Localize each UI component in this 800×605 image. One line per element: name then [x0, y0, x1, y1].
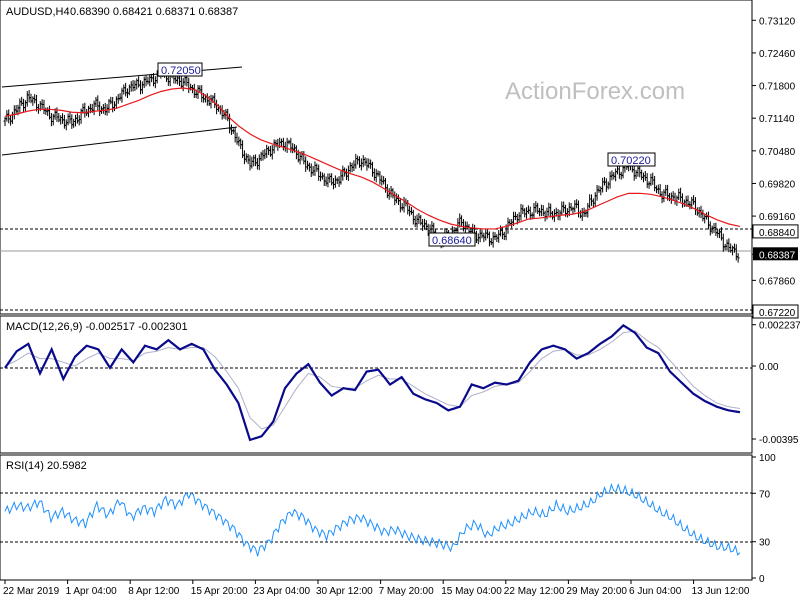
time-tick-label: 22 May 12:00 [504, 586, 565, 597]
price-tick-label: 0.69820 [759, 179, 796, 190]
macd-tick-label: 0.002237 [759, 321, 800, 332]
price-level-box [752, 224, 799, 239]
rsi-panel [0, 454, 753, 581]
high-2-box [607, 152, 656, 167]
price-bar [736, 253, 740, 263]
price-tick-label: 0.71800 [759, 82, 796, 93]
ohlc-label: 0.68390 0.68421 0.68371 0.68387 [70, 6, 238, 18]
rsi-line [4, 482, 741, 557]
low-1-box [428, 232, 476, 247]
time-tick-label: 23 Apr 04:00 [253, 586, 310, 597]
time-tick-label: 22 Mar 2019 [3, 586, 60, 597]
current-price-box [753, 247, 798, 261]
price-tick-label: 0.68387 [759, 250, 796, 261]
price-tick-label: 0.67220 [759, 308, 796, 319]
macd-panel [0, 315, 753, 454]
time-tick-label: 7 May 20:00 [379, 586, 434, 597]
rsi-tick-label: 70 [759, 489, 771, 500]
macd-main-line [4, 324, 741, 442]
high-1-label: 0.72050 [161, 65, 201, 77]
rsi-axis: 100 70 30 0 [752, 453, 776, 585]
macd-tick-label: 0.00 [759, 362, 779, 373]
price-level-box [752, 304, 799, 319]
price-axis: 0.73120 0.72460 0.71800 0.71140 0.70480 0.698… [752, 16, 799, 319]
high-2-label: 0.70220 [611, 155, 651, 167]
time-tick-label: 29 May 20:00 [566, 586, 627, 597]
low-1-label: 0.68640 [432, 235, 472, 247]
macd-axis: 0.002237 0.00 -0.00395 [752, 321, 800, 446]
channel-lower-line [1, 126, 238, 156]
time-axis: 22 Mar 2019 1 Apr 04:00 8 Apr 12:00 15 Apr … [3, 580, 750, 597]
time-tick-label: 1 Apr 04:00 [66, 586, 118, 597]
time-tick-label: 13 Jun 12:00 [692, 586, 750, 597]
time-tick-label: 30 Apr 12:00 [316, 586, 373, 597]
price-tick-label: 0.70480 [759, 147, 796, 158]
rsi-tick-label: 100 [759, 453, 776, 464]
price-tick-label: 0.68840 [759, 228, 796, 239]
time-tick-label: 8 Apr 12:00 [128, 586, 180, 597]
price-tick-label: 0.69160 [759, 212, 796, 223]
price-tick-label: 0.67860 [759, 276, 796, 287]
rsi-title: RSI(14) 20.5982 [6, 460, 87, 472]
watermark: ActionForex.com [505, 78, 685, 105]
macd-signal-line [4, 330, 741, 430]
price-tick-label: 0.71140 [759, 114, 795, 125]
price-tick-label: 0.72460 [759, 49, 796, 60]
rsi-tick-label: 30 [759, 538, 771, 549]
symbol-label: AUDUSD,H4 [6, 6, 70, 18]
macd-tick-label: -0.00395 [759, 435, 799, 446]
time-tick-label: 15 Apr 20:00 [191, 586, 248, 597]
time-tick-label: 15 May 04:00 [441, 586, 502, 597]
rsi-tick-label: 0 [759, 574, 765, 585]
time-tick-label: 6 Jun 04:00 [629, 586, 682, 597]
moving-average-line [4, 87, 741, 230]
macd-title: MACD(12,26,9) -0.002517 -0.002301 [6, 321, 188, 333]
high-1-box [157, 62, 203, 77]
price-tick-label: 0.73120 [759, 16, 796, 27]
